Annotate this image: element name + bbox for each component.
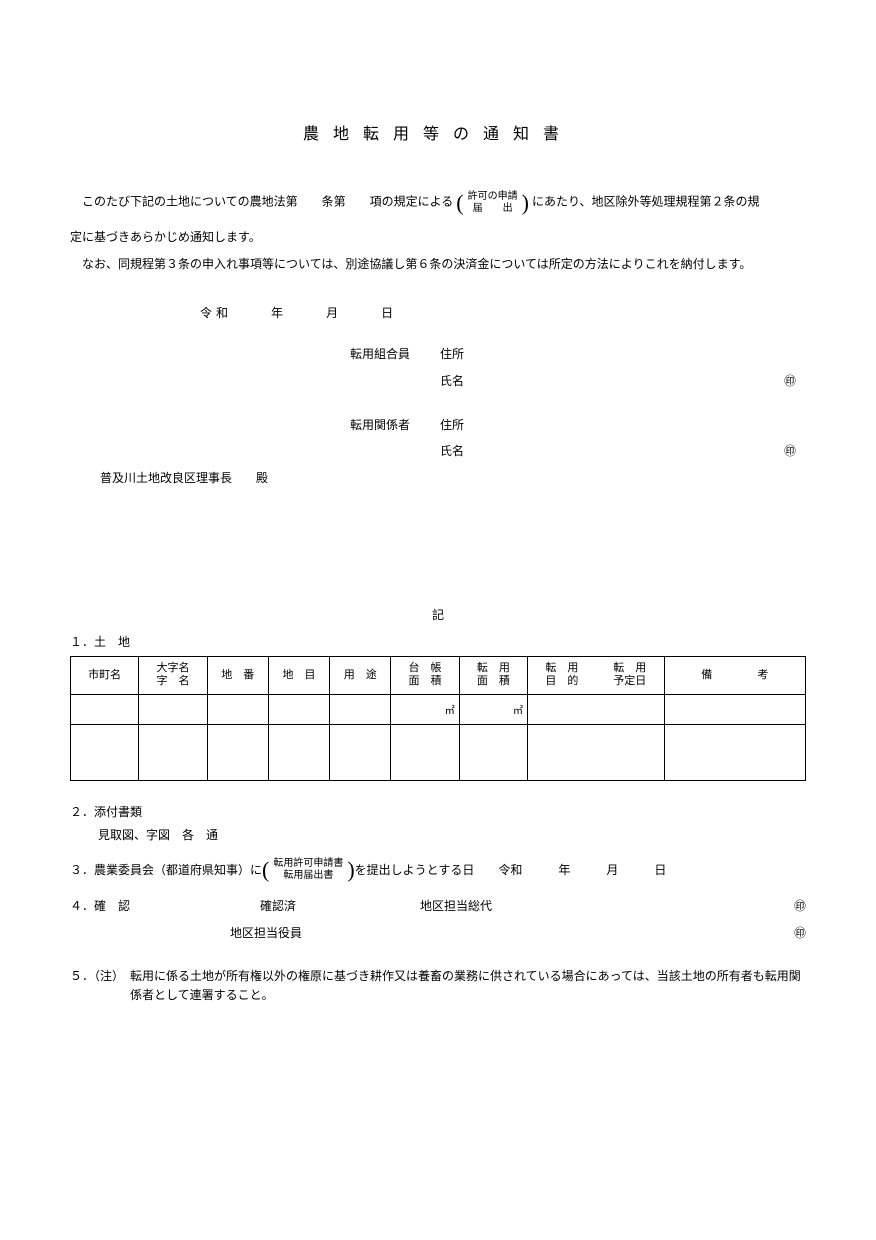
intro-paren-stack: 許可の申請 届 出	[464, 191, 522, 215]
seal-mark: ㊞	[784, 368, 796, 394]
table-row	[71, 724, 806, 780]
sec4-seal2: ㊞	[776, 924, 806, 941]
col-chiban: 地 番	[207, 656, 268, 694]
col-city: 市町名	[71, 656, 139, 694]
sec4-row1: ４．確 認 確認済 地区担当総代 ㊞	[70, 897, 806, 914]
paren-close: )	[522, 184, 529, 221]
ki-mark: 記	[70, 606, 806, 623]
related-addr-row: 転用関係者 住所	[350, 412, 806, 438]
unit-m2-2: ㎡	[460, 702, 527, 717]
col-daicho: 台 帳面 積	[391, 656, 459, 694]
union-label: 転用組合員	[350, 341, 440, 367]
union-addr-row: 転用組合員 住所	[350, 341, 806, 367]
col-date: 転 用予定日	[596, 656, 664, 694]
unit-m2: ㎡	[391, 702, 458, 717]
sec4-row2: 地区担当役員 ㊞	[70, 924, 806, 941]
addressee: 普及川土地改良区理事長 殿	[100, 469, 806, 486]
sec3-paren-stack: 転用許可申請書 転用届出書	[269, 858, 347, 882]
sec3-head: ３．農業委員会（都道府県知事）に	[70, 861, 262, 878]
seal-mark-2: ㊞	[784, 438, 796, 464]
sec5-body: 転用に係る土地が所有権以外の権原に基づき耕作又は養畜の業務に供されている場合にあ…	[130, 967, 806, 1005]
intro-line2: 定に基づきあらかじめ通知します。	[70, 227, 806, 247]
intro-para: このたび下記の土地についての農地法第 条第 項の規定による ( 許可の申請 届 …	[70, 184, 806, 221]
sec2-head: ２．添付書類	[70, 803, 806, 820]
land-table: 市町名 大字名字 名 地 番 地 目 用 途 台 帳面 積 転 用面 積 転 用…	[70, 656, 806, 781]
sec5-row: ５．（注） 転用に係る土地が所有権以外の権原に基づき耕作又は養畜の業務に供されて…	[70, 967, 806, 1005]
sec4-seal1: ㊞	[776, 897, 806, 914]
related-label: 転用関係者	[350, 412, 440, 438]
sec4-done: 確認済	[260, 897, 420, 914]
intro-line1a: このたび下記の土地についての農地法第 条第 項の規定による	[70, 194, 453, 208]
table-row: ㎡ ㎡	[71, 694, 806, 724]
table-header-row: 市町名 大字名字 名 地 番 地 目 用 途 台 帳面 積 転 用面 積 転 用…	[71, 656, 806, 694]
date-row: 令和 年 月 日	[200, 304, 806, 321]
intro-line3: なお、同規程第３条の申入れ事項等については、別途協議し第６条の決済金については所…	[70, 254, 806, 274]
name-label: 氏名	[440, 368, 490, 394]
sec4-head: ４．確 認	[70, 897, 260, 914]
sec3-row: ３．農業委員会（都道府県知事）に ( 転用許可申請書 転用届出書 ) を提出しよ…	[70, 857, 806, 883]
sec3-tail: を提出しようとする日 令和 年 月 日	[355, 861, 667, 878]
sec5-num: ５．（注）	[70, 967, 130, 1005]
sec1-head: １．土 地	[70, 633, 806, 650]
col-purpose: 転 用目 的	[528, 656, 596, 694]
col-chimoku: 地 目	[268, 656, 329, 694]
paren-open: (	[456, 184, 463, 221]
sec4-officer: 地区担当役員	[230, 924, 390, 941]
col-biko: 備考	[664, 656, 805, 694]
col-youto: 用 途	[330, 656, 391, 694]
col-tenyou-area: 転 用面 積	[459, 656, 527, 694]
col-aza: 大字名字 名	[139, 656, 207, 694]
addr-label: 住所	[440, 341, 490, 367]
related-name-row: 氏名 ㊞	[350, 438, 806, 464]
intro-line1b: にあたり、地区除外等処理規程第２条の規	[532, 194, 760, 208]
sec2-body: 見取図、字図 各 通	[98, 826, 806, 843]
sec4-rep: 地区担当総代	[420, 897, 580, 914]
union-name-row: 氏名 ㊞	[350, 368, 806, 394]
page-title: 農地転用等の通知書	[70, 120, 806, 144]
